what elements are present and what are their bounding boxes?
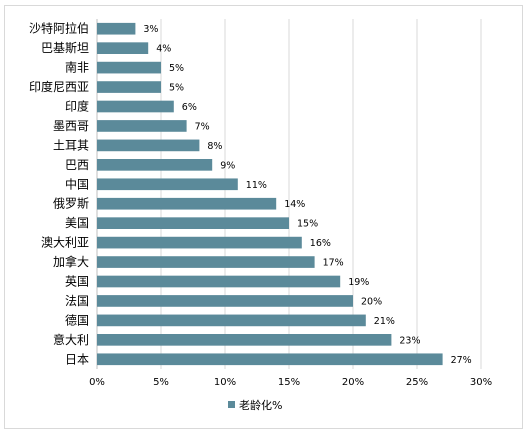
value-label: 7% [195,121,210,132]
x-tick-label: 30% [470,377,492,388]
bar [97,120,187,132]
category-label: 日本 [65,352,89,366]
x-tick-label: 20% [342,377,364,388]
value-label: 5% [169,63,184,74]
bar [97,178,238,191]
category-label: 英国 [65,275,89,289]
bar [97,42,149,54]
value-label: 4% [156,44,171,55]
bar [97,236,302,249]
bar [97,159,213,171]
bar [97,139,200,152]
bar [97,314,366,327]
value-label: 5% [169,83,184,94]
category-label: 墨西哥 [53,119,89,133]
value-label: 21% [374,316,395,327]
category-label: 加拿大 [53,254,89,269]
category-label: 澳大利亚 [41,236,89,250]
bar [97,353,443,366]
category-label: 印度尼西亚 [29,79,89,94]
category-label: 法国 [65,294,89,308]
bar [97,100,174,113]
category-label: 沙特阿拉伯 [29,21,89,36]
value-label: 15% [297,219,318,230]
category-label: 俄罗斯 [53,197,89,211]
value-label: 27% [451,355,472,366]
bars-group [97,22,443,366]
bar [97,81,161,93]
value-label: 3% [143,24,158,35]
bar [97,197,277,210]
bar [97,256,315,268]
value-label: 14% [284,199,305,210]
category-label: 土耳其 [53,138,89,152]
category-labels: 沙特阿拉伯巴基斯坦南非印度尼西亚印度墨西哥土耳其巴西中国俄罗斯美国澳大利亚加拿大… [29,21,89,367]
x-tick-label: 10% [214,377,236,388]
bar [97,334,392,346]
value-label: 19% [348,277,369,288]
category-label: 意大利 [53,332,89,347]
category-label: 印度 [65,99,89,114]
bar-chart: 沙特阿拉伯巴基斯坦南非印度尼西亚印度墨西哥土耳其巴西中国俄罗斯美国澳大利亚加拿大… [29,19,492,412]
bar [97,61,161,74]
x-tick-label: 0% [89,377,105,388]
value-label: 16% [310,238,331,249]
bar [97,295,353,307]
x-tick-label: 15% [278,377,300,388]
value-label: 17% [323,258,344,269]
value-labels: 3% 4% 5% 5% 6% 7% 8% 9% 11% 14% 15% 16% 17% 19% 20% 21%… [143,24,471,366]
category-label: 美国 [65,216,89,230]
bar [97,275,341,288]
chart-frame: 沙特阿拉伯巴基斯坦南非印度尼西亚印度墨西哥土耳其巴西中国俄罗斯美国澳大利亚加拿大… [4,5,523,429]
value-label: 23% [399,335,420,346]
category-label: 南非 [65,60,89,75]
bar [97,22,136,35]
bar [97,217,289,229]
legend-label: 老龄化% [239,398,282,412]
value-label: 6% [182,102,197,113]
x-tick-label: 25% [406,377,428,388]
value-label: 9% [220,160,235,171]
value-label: 11% [246,180,267,191]
category-label: 巴基斯坦 [41,41,89,55]
category-label: 巴西 [65,158,89,172]
value-label: 20% [361,296,382,307]
x-tick-labels: 0% 5% 10% 15% 20% 25% 30% [89,377,492,388]
x-tick-label: 5% [153,377,169,388]
category-label: 德国 [65,312,89,327]
legend: 老龄化% [228,398,282,412]
category-label: 中国 [65,176,89,191]
legend-swatch [228,401,235,408]
value-label: 8% [207,141,222,152]
grid-lines [96,19,482,369]
